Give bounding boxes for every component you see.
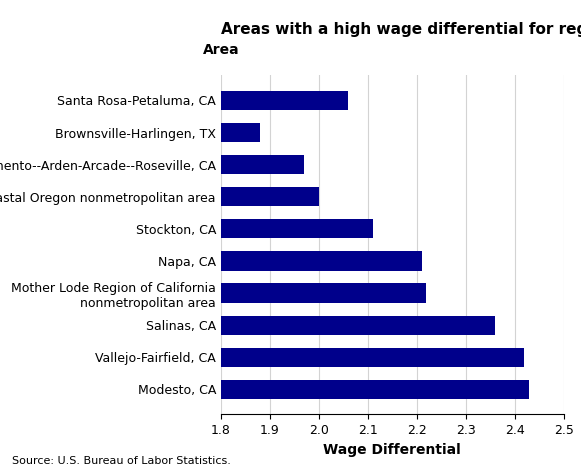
Bar <box>0 316 495 335</box>
Bar <box>0 380 529 399</box>
Bar <box>0 219 372 238</box>
Text: Areas with a high wage differential for registered nurses, May 2013: Areas with a high wage differential for … <box>221 22 581 37</box>
Bar <box>0 348 525 367</box>
Text: Source: U.S. Bureau of Labor Statistics.: Source: U.S. Bureau of Labor Statistics. <box>12 456 231 466</box>
Bar <box>0 91 348 110</box>
Bar <box>0 284 426 303</box>
Bar <box>0 252 422 271</box>
Text: Area: Area <box>202 43 239 57</box>
Bar <box>0 155 304 174</box>
Bar <box>0 187 319 206</box>
Bar <box>0 123 260 142</box>
X-axis label: Wage Differential: Wage Differential <box>323 443 461 457</box>
